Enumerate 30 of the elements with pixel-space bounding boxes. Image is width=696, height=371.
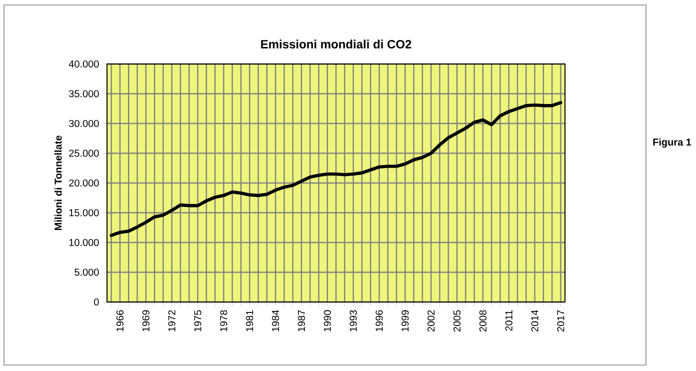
x-tick-label: 2014: [531, 310, 538, 332]
x-tick-label: 2017: [557, 310, 564, 332]
x-tick-label: 2008: [479, 310, 486, 332]
x-tick-label: 2011: [505, 310, 512, 331]
y-tick-label: 35.000: [69, 90, 99, 98]
y-tick-label: 0: [94, 298, 99, 306]
chart-title: Emissioni mondiali di CO2: [261, 40, 412, 48]
x-tick-label: 1975: [194, 310, 202, 332]
x-tick-label: 1996: [376, 310, 383, 332]
x-tick-label: 1981: [246, 310, 254, 332]
y-tick-label: 5.000: [74, 268, 99, 276]
y-tick-label: 20.000: [69, 179, 99, 187]
y-tick-label: 40.000: [68, 60, 99, 68]
y-tick-label: 30.000: [69, 120, 99, 128]
x-tick-label: 1987: [298, 310, 305, 332]
x-tick-label: 1993: [350, 310, 357, 332]
y-tick-label: 10.000: [69, 238, 99, 246]
x-tick-label: 1990: [324, 310, 331, 332]
text: Figura 1: [653, 138, 692, 148]
y-tick-label: 25.000: [69, 150, 99, 157]
x-tick-label: 1999: [402, 310, 409, 332]
x-tick-label: 2005: [453, 310, 461, 332]
x-tick-label: 1978: [220, 310, 228, 332]
x-tick-label: 1984: [272, 310, 280, 332]
x-tick-label: 1972: [168, 310, 176, 332]
x-tick-label: 1966: [116, 310, 124, 332]
x-tick-label: 2002: [428, 310, 435, 332]
x-tick-label: 1969: [142, 310, 150, 332]
y-axis-title: Milioni di Tonnellate: [54, 136, 62, 230]
y-tick-label: 15.000: [69, 209, 99, 216]
